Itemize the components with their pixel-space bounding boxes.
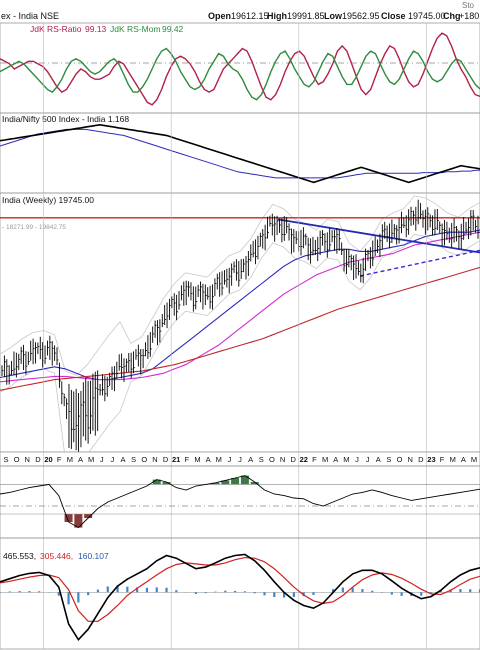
rs-line-1 xyxy=(0,47,480,101)
open-label: Open xyxy=(208,11,231,21)
relative-series-group xyxy=(0,123,480,184)
axis-tick-label: N xyxy=(152,455,157,464)
axis-tick-label: O xyxy=(397,455,403,464)
macd-series-group xyxy=(0,553,480,642)
price-ma-0 xyxy=(0,229,480,381)
axis-tick-label: A xyxy=(461,455,466,464)
axis-tick-label: M xyxy=(450,455,456,464)
relative-ratio-line xyxy=(0,123,480,184)
axis-tick-label: M xyxy=(471,455,477,464)
axis-tick-label: 22 xyxy=(300,455,308,464)
axis-tick-label: S xyxy=(259,455,264,464)
osc-series-group xyxy=(0,475,480,529)
axis-tick-label: F xyxy=(440,455,445,464)
axis-tick-label: F xyxy=(57,455,62,464)
axis-tick-label: A xyxy=(206,455,211,464)
axis-tick-label: A xyxy=(333,455,338,464)
rs-ratio-value: 99.13 xyxy=(85,24,107,34)
low-value: 19562.95 xyxy=(342,11,380,21)
rs-mom-value: 99.42 xyxy=(162,24,184,34)
macd-signal-line xyxy=(0,556,480,622)
axis-tick-label: 21 xyxy=(172,455,180,464)
axis-tick-label: A xyxy=(376,455,381,464)
axis-tick-label: J xyxy=(355,455,359,464)
axis-tick-label: M xyxy=(67,455,73,464)
axis-tick-label: A xyxy=(120,455,125,464)
axis-tick-label: N xyxy=(407,455,412,464)
axis-tick-label: 20 xyxy=(44,455,52,464)
relative-average-line xyxy=(0,128,480,179)
high-label: High xyxy=(267,11,287,21)
axis-tick-label: D xyxy=(418,455,424,464)
axis-tick-label: A xyxy=(248,455,253,464)
close-label: Close xyxy=(381,11,406,21)
axis-tick-label: S xyxy=(3,455,8,464)
panel-macd-frame xyxy=(0,537,480,650)
axis-tick-label: D xyxy=(35,455,41,464)
axis-tick-label: M xyxy=(216,455,222,464)
axis-tick-label: M xyxy=(88,455,94,464)
rs-line-0 xyxy=(0,32,480,106)
band-label: - 18271.99 - 19842.75 xyxy=(2,224,66,231)
price-label: India (Weekly) 19745.00 xyxy=(2,195,94,205)
axis-tick-label: 23 xyxy=(427,455,435,464)
high-value: 19991.85 xyxy=(287,11,325,21)
chg-value: +180. xyxy=(459,11,480,21)
descending-trendline xyxy=(277,218,480,254)
axis-tick-label: N xyxy=(25,455,30,464)
axis-tick-label: M xyxy=(343,455,349,464)
axis-tick-label: N xyxy=(280,455,285,464)
chg-label: Chg xyxy=(443,11,461,21)
axis-tick-label: O xyxy=(141,455,147,464)
macd-line xyxy=(0,553,480,642)
axis-tick-label: O xyxy=(269,455,275,464)
osc-line xyxy=(0,475,480,529)
axis-tick-label: J xyxy=(366,455,370,464)
time-axis: S O N D 20 F M A M J J A S O N D 21 F M A M J J A S O N D 22 F M A M J J A S… xyxy=(0,23,480,649)
chart-title: ex - India NSE xyxy=(1,11,59,21)
watermark: Sto xyxy=(462,1,475,10)
axis-tick-label: M xyxy=(322,455,328,464)
panel-macd: 465.553, 305.446, 160.107 xyxy=(0,537,480,650)
axis-tick-label: F xyxy=(185,455,190,464)
price-ma-1 xyxy=(0,231,480,383)
macd-label-c: 160.107 xyxy=(78,551,109,561)
axis-tick-label: J xyxy=(100,455,104,464)
axis-tick-label: J xyxy=(227,455,231,464)
relative-label: India/Nifty 500 Index - India 1.168 xyxy=(2,114,129,124)
open-value: 19612.15 xyxy=(231,11,269,21)
macd-label-b: 305.446, xyxy=(40,551,73,561)
axis-tick-label: D xyxy=(290,455,296,464)
axis-tick-label: S xyxy=(131,455,136,464)
axis-tick-label: O xyxy=(14,455,20,464)
axis-tick-label: J xyxy=(238,455,242,464)
rs-series-group xyxy=(0,32,480,106)
axis-tick-label: M xyxy=(194,455,200,464)
axis-tick-label: D xyxy=(163,455,169,464)
price-ma-2 xyxy=(0,266,480,391)
macd-label-a: 465.553, xyxy=(3,551,36,561)
rs-mom-label: JdK RS-Mom xyxy=(110,24,161,34)
axis-tick-label: J xyxy=(110,455,114,464)
low-label: Low xyxy=(324,11,343,21)
bb-upper xyxy=(0,195,480,376)
axis-tick-label: S xyxy=(386,455,391,464)
close-value: 19745.00 xyxy=(408,11,446,21)
axis-tick-label: A xyxy=(78,455,83,464)
axis-tick-label: F xyxy=(312,455,317,464)
panel-rs: JdK RS-Ratio 99.13 JdK RS-Mom 99.42 xyxy=(0,22,480,114)
rs-ratio-label: JdK RS-Ratio xyxy=(30,24,82,34)
